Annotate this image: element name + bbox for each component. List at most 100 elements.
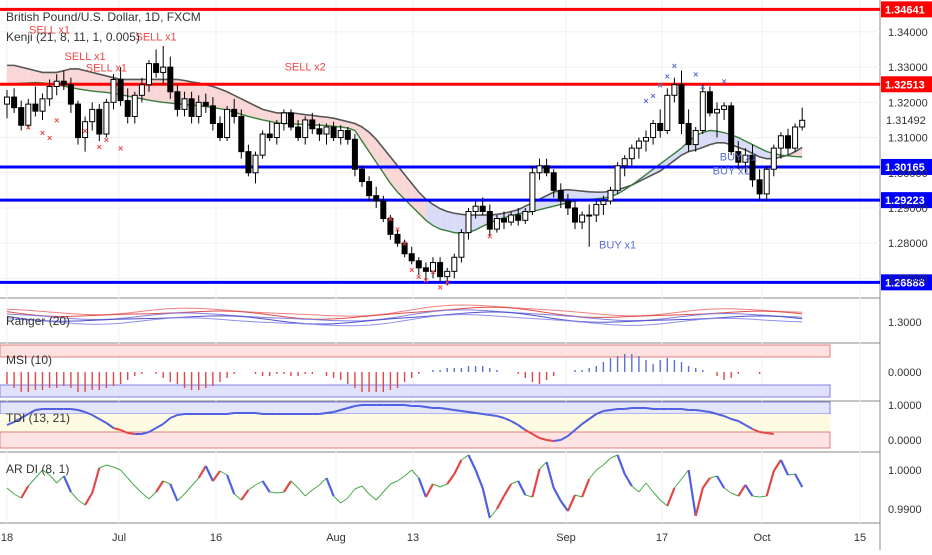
- ardi-line: [731, 492, 739, 497]
- candle-body: [486, 210, 493, 230]
- band-fill: [795, 147, 803, 157]
- tdi-line: [496, 415, 505, 419]
- signal-x-mark: ×: [721, 77, 726, 87]
- ardi-line: [382, 483, 391, 493]
- ranger-line: [6, 314, 803, 327]
- signal-label: SELL x2: [285, 62, 326, 74]
- candle-body: [337, 130, 344, 139]
- candle-body: [202, 101, 209, 107]
- tdi-line: [524, 429, 533, 435]
- ardi-line: [390, 480, 398, 485]
- price-tick: 1.29000: [888, 203, 928, 215]
- signal-x-mark: ×: [643, 96, 648, 106]
- tdi-line: [531, 433, 540, 439]
- ardi-line: [212, 470, 221, 482]
- candle-body: [124, 100, 131, 117]
- ardi-line: [113, 466, 121, 471]
- candle-body: [458, 232, 465, 258]
- ranger-tick: 1.3000: [888, 317, 922, 329]
- level-label: 1.26888: [885, 277, 925, 289]
- tdi-line: [539, 437, 547, 441]
- band-fill: [589, 191, 597, 200]
- candle-body: [714, 108, 720, 114]
- band-fill: [582, 191, 590, 201]
- band-fill: [21, 67, 29, 84]
- chart-title: British Pound/U.S. Dollar, 1D, FXCM: [6, 10, 201, 24]
- candle-body: [564, 200, 571, 209]
- band-fill: [227, 91, 235, 113]
- candle-body: [217, 122, 223, 139]
- ardi-line: [49, 474, 58, 484]
- signal-x-mark: ×: [54, 115, 59, 125]
- msi-tick: 0.0000: [888, 367, 922, 379]
- tdi-line: [588, 413, 597, 420]
- candle-body: [387, 218, 394, 235]
- ardi-line: [255, 480, 263, 486]
- candle-body: [18, 107, 25, 126]
- tdi-line: [13, 417, 22, 423]
- candle-body: [153, 63, 160, 73]
- candle-body: [501, 218, 507, 223]
- candle-body: [721, 105, 728, 110]
- ardi-line: [368, 493, 377, 501]
- current-price: 1.31492: [886, 115, 926, 127]
- tdi-line: [20, 413, 29, 419]
- tdi-line: [503, 417, 512, 422]
- level-label: 1.29223: [885, 195, 925, 207]
- ardi-line: [559, 500, 569, 512]
- ardi-line: [737, 484, 747, 497]
- candle-body: [288, 112, 294, 128]
- level-tag: [881, 274, 932, 291]
- tdi-line: [454, 409, 462, 412]
- candle-body: [138, 84, 145, 96]
- date-axis: 18 Jul 16 Aug 13 Sep 17 Oct 15: [1, 532, 866, 544]
- signal-x-mark: ×: [402, 239, 407, 249]
- ardi-line: [510, 480, 519, 485]
- ardi-line: [70, 491, 79, 501]
- ardi-line: [752, 495, 760, 498]
- level-label: 1.32513: [885, 79, 925, 91]
- ardi-line: [495, 495, 505, 510]
- candle-body: [785, 135, 791, 149]
- ardi-line: [645, 482, 654, 493]
- candle-body: [401, 242, 408, 255]
- band-fill: [397, 165, 405, 200]
- candle-body: [53, 80, 60, 88]
- ardi-line: [276, 491, 284, 494]
- ardi-line: [219, 470, 228, 476]
- panel-separators: [0, 0, 881, 550]
- candle-body: [67, 84, 74, 105]
- signal-x-mark: ×: [700, 82, 705, 92]
- ardi-line: [439, 483, 448, 488]
- candle-body: [742, 154, 749, 163]
- ardi-line: [794, 473, 804, 488]
- candle-body: [82, 121, 89, 139]
- candle-body: [252, 154, 259, 174]
- ardi-line: [233, 493, 242, 501]
- ardi-line: [744, 484, 754, 497]
- candle-body: [11, 96, 18, 109]
- signal-x-mark: ×: [672, 61, 677, 71]
- signal-label: SELL x1: [65, 51, 106, 63]
- band-fill: [42, 72, 50, 84]
- candle-body: [600, 200, 607, 205]
- candle-body: [430, 262, 436, 272]
- level-tag: [881, 192, 932, 209]
- candle-body: [572, 207, 578, 223]
- price-tick: 1.31000: [888, 133, 928, 145]
- band-fill: [646, 169, 654, 179]
- ardi-line: [304, 489, 313, 497]
- tdi-line: [461, 410, 469, 413]
- ardi-line: [155, 480, 165, 493]
- band-fill: [440, 208, 448, 231]
- ardi-line: [163, 480, 171, 485]
- tdi-line: [475, 412, 483, 415]
- level-tag: [881, 76, 932, 93]
- signal-x-mark: ×: [423, 276, 428, 286]
- level-tag: [881, 1, 932, 18]
- signal-x-mark: ×: [388, 214, 393, 224]
- date-tick: Sep: [556, 532, 576, 544]
- tdi-tick-top: 1.0000: [888, 400, 922, 412]
